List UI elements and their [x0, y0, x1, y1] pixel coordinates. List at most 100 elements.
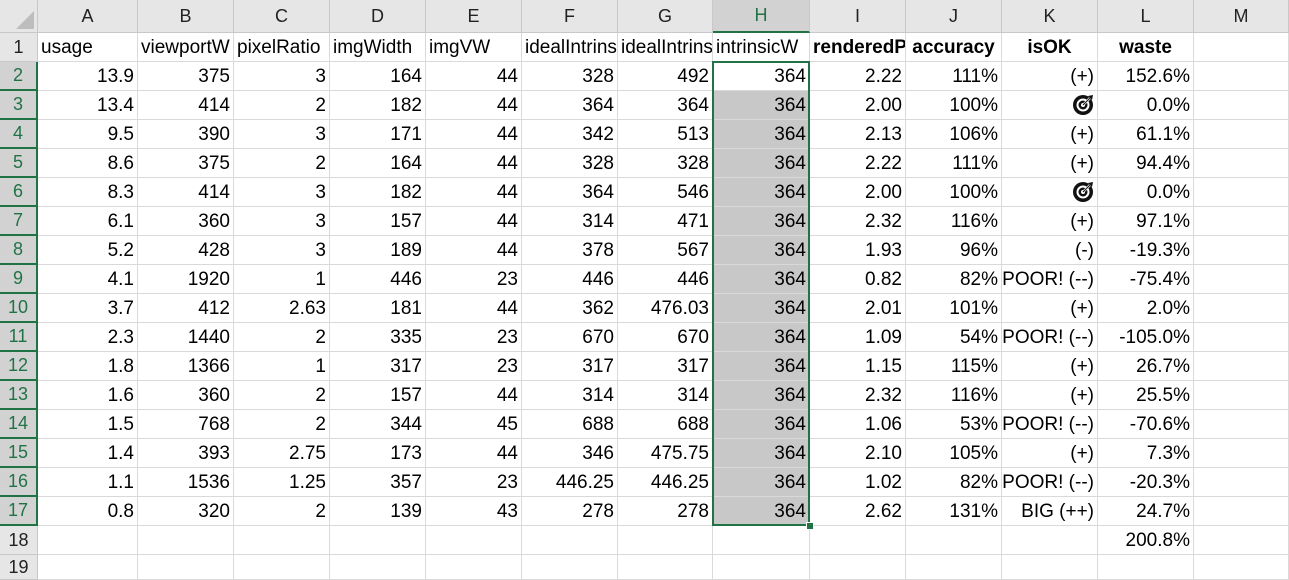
cell-m9[interactable]	[1194, 265, 1289, 294]
cell-g9[interactable]: 446	[618, 265, 713, 294]
cell-k13[interactable]: (+)	[1002, 381, 1098, 410]
cell-l17[interactable]: 24.7%	[1098, 497, 1194, 526]
cell-d10[interactable]: 181	[330, 294, 426, 323]
cell-m18[interactable]	[1194, 526, 1289, 555]
cell-a6[interactable]: 8.3	[38, 178, 138, 207]
cell-m6[interactable]	[1194, 178, 1289, 207]
cell-k12[interactable]: (+)	[1002, 352, 1098, 381]
cell-e17[interactable]: 43	[426, 497, 522, 526]
cell-k5[interactable]: (+)	[1002, 149, 1098, 178]
cell-l12[interactable]: 26.7%	[1098, 352, 1194, 381]
cell-b8[interactable]: 428	[138, 236, 234, 265]
cell-j6[interactable]: 100%	[906, 178, 1002, 207]
cell-i13[interactable]: 2.32	[810, 381, 906, 410]
cell-k18[interactable]	[1002, 526, 1098, 555]
cell-h12[interactable]: 364	[713, 352, 810, 381]
cell-g10[interactable]: 476.03	[618, 294, 713, 323]
cell-b17[interactable]: 320	[138, 497, 234, 526]
cell-a18[interactable]	[38, 526, 138, 555]
cell-c13[interactable]: 2	[234, 381, 330, 410]
cell-h16[interactable]: 364	[713, 468, 810, 497]
cell-m13[interactable]	[1194, 381, 1289, 410]
cell-c9[interactable]: 1	[234, 265, 330, 294]
cell-c3[interactable]: 2	[234, 91, 330, 120]
fill-handle[interactable]	[806, 522, 814, 530]
cell-b2[interactable]: 375	[138, 62, 234, 91]
column-header-j[interactable]: J	[906, 0, 1002, 33]
cell-g5[interactable]: 328	[618, 149, 713, 178]
cell-j13[interactable]: 116%	[906, 381, 1002, 410]
cell-f3[interactable]: 364	[522, 91, 618, 120]
cell-l18[interactable]: 200.8%	[1098, 526, 1194, 555]
cell-f15[interactable]: 346	[522, 439, 618, 468]
cell-m2[interactable]	[1194, 62, 1289, 91]
row-header-6[interactable]: 6	[0, 178, 38, 207]
cell-i17[interactable]: 2.62	[810, 497, 906, 526]
row-header-19[interactable]: 19	[0, 555, 38, 580]
cell-g6[interactable]: 546	[618, 178, 713, 207]
cell-h13[interactable]: 364	[713, 381, 810, 410]
cell-c19[interactable]	[234, 555, 330, 580]
cell-i16[interactable]: 1.02	[810, 468, 906, 497]
cell-f18[interactable]	[522, 526, 618, 555]
cell-l6[interactable]: 0.0%	[1098, 178, 1194, 207]
cell-b1[interactable]: viewportW	[138, 33, 234, 62]
cell-d13[interactable]: 157	[330, 381, 426, 410]
cell-l2[interactable]: 152.6%	[1098, 62, 1194, 91]
cell-a15[interactable]: 1.4	[38, 439, 138, 468]
cell-h1[interactable]: intrinsicW	[713, 33, 810, 62]
cell-c11[interactable]: 2	[234, 323, 330, 352]
column-header-m[interactable]: M	[1194, 0, 1289, 33]
cell-h7[interactable]: 364	[713, 207, 810, 236]
cell-c7[interactable]: 3	[234, 207, 330, 236]
row-header-12[interactable]: 12	[0, 352, 38, 381]
cell-d7[interactable]: 157	[330, 207, 426, 236]
cell-a16[interactable]: 1.1	[38, 468, 138, 497]
row-header-14[interactable]: 14	[0, 410, 38, 439]
cell-e19[interactable]	[426, 555, 522, 580]
cell-a12[interactable]: 1.8	[38, 352, 138, 381]
cell-i8[interactable]: 1.93	[810, 236, 906, 265]
cell-l10[interactable]: 2.0%	[1098, 294, 1194, 323]
cell-e15[interactable]: 44	[426, 439, 522, 468]
cell-e18[interactable]	[426, 526, 522, 555]
cell-g13[interactable]: 314	[618, 381, 713, 410]
cell-f13[interactable]: 314	[522, 381, 618, 410]
cell-e8[interactable]: 44	[426, 236, 522, 265]
cell-g8[interactable]: 567	[618, 236, 713, 265]
cell-j18[interactable]	[906, 526, 1002, 555]
cell-d15[interactable]: 173	[330, 439, 426, 468]
cell-f9[interactable]: 446	[522, 265, 618, 294]
cell-g1[interactable]: idealIntrinsic	[618, 33, 713, 62]
cell-d14[interactable]: 344	[330, 410, 426, 439]
row-header-2[interactable]: 2	[0, 62, 38, 91]
cell-h9[interactable]: 364	[713, 265, 810, 294]
cell-a19[interactable]	[38, 555, 138, 580]
cell-e13[interactable]: 44	[426, 381, 522, 410]
cell-a10[interactable]: 3.7	[38, 294, 138, 323]
cell-c10[interactable]: 2.63	[234, 294, 330, 323]
cell-d8[interactable]: 189	[330, 236, 426, 265]
cell-b18[interactable]	[138, 526, 234, 555]
cell-i7[interactable]: 2.32	[810, 207, 906, 236]
column-header-i[interactable]: I	[810, 0, 906, 33]
cell-m19[interactable]	[1194, 555, 1289, 580]
cell-b7[interactable]: 360	[138, 207, 234, 236]
cell-c1[interactable]: pixelRatio	[234, 33, 330, 62]
cell-d16[interactable]: 357	[330, 468, 426, 497]
cell-k15[interactable]: (+)	[1002, 439, 1098, 468]
row-header-17[interactable]: 17	[0, 497, 38, 526]
cell-k10[interactable]: (+)	[1002, 294, 1098, 323]
cell-f5[interactable]: 328	[522, 149, 618, 178]
cell-j16[interactable]: 82%	[906, 468, 1002, 497]
cell-i11[interactable]: 1.09	[810, 323, 906, 352]
cell-a13[interactable]: 1.6	[38, 381, 138, 410]
cell-d3[interactable]: 182	[330, 91, 426, 120]
cell-h10[interactable]: 364	[713, 294, 810, 323]
cell-k9[interactable]: POOR! (--)	[1002, 265, 1098, 294]
cell-i2[interactable]: 2.22	[810, 62, 906, 91]
cell-b10[interactable]: 412	[138, 294, 234, 323]
cell-h5[interactable]: 364	[713, 149, 810, 178]
cell-b19[interactable]	[138, 555, 234, 580]
cell-j5[interactable]: 111%	[906, 149, 1002, 178]
